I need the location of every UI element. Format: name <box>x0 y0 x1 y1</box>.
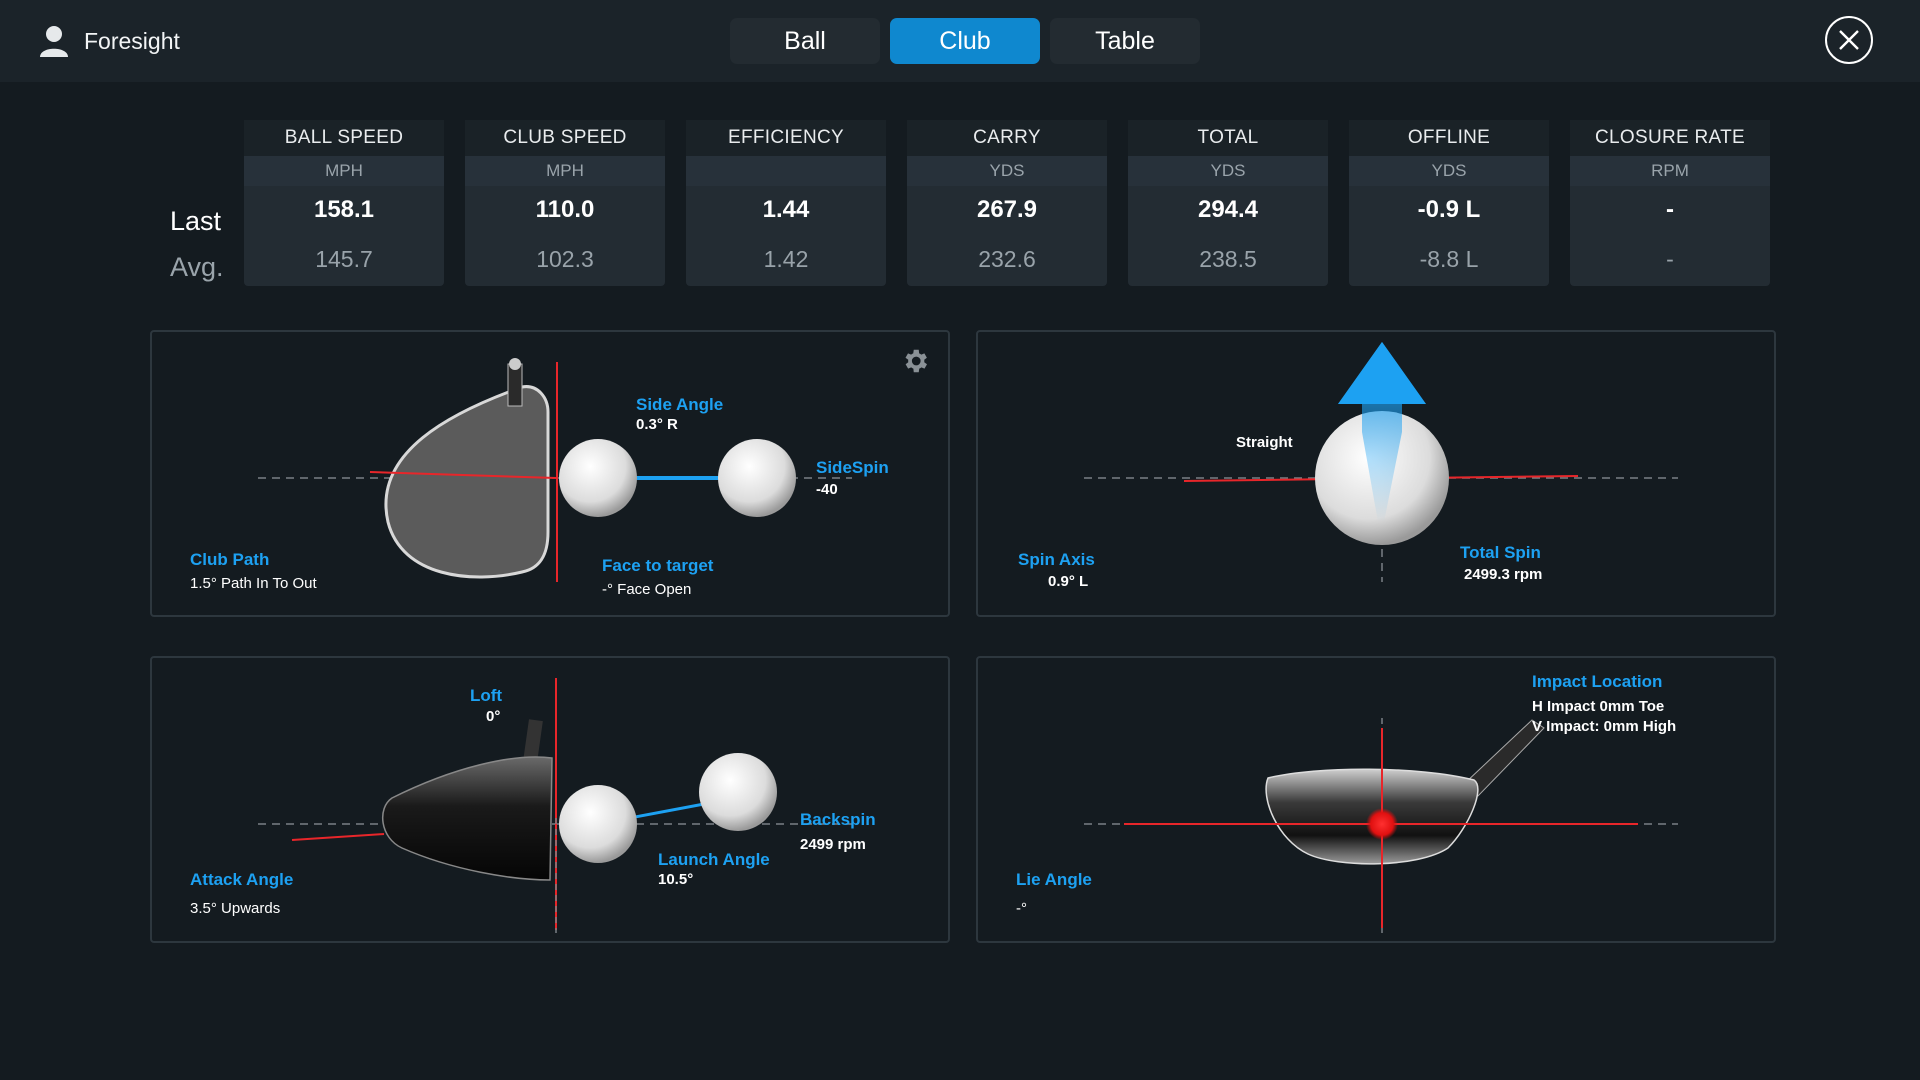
launch-angle-value: 10.5° <box>658 871 694 888</box>
stat-efficiency: EFFICIENCY 1.44 1.42 <box>686 120 886 286</box>
row-label-avg: Avg. <box>170 252 224 282</box>
face-to-target-label: Face to target <box>602 556 714 575</box>
golf-ball <box>699 753 777 831</box>
stat-values: 158.1 145.7 <box>244 186 444 286</box>
user-profile[interactable]: Foresight <box>38 24 180 58</box>
stat-avg-value: 238.5 <box>1199 246 1257 272</box>
top-down-diagram <box>258 358 852 582</box>
club-hosel <box>507 363 523 407</box>
spin-axis-value: 0.9° L <box>1048 573 1089 590</box>
stat-last-value: 294.4 <box>1197 196 1259 223</box>
sidespin-label: SideSpin <box>816 458 889 477</box>
stat-last-value: -0.9 L <box>1417 196 1481 223</box>
stat-last-value: - <box>1666 196 1674 223</box>
club-head-side <box>382 756 553 881</box>
golf-ball <box>559 439 637 517</box>
impact-diagram <box>1084 718 1678 933</box>
attack-angle-value: 3.5° Upwards <box>190 900 281 917</box>
golf-ball <box>718 439 796 517</box>
total-spin-label: Total Spin <box>1460 543 1541 562</box>
stat-last-value: 110.0 <box>535 196 595 223</box>
stat-unit: YDS <box>1349 156 1549 186</box>
attack-angle-label: Attack Angle <box>190 870 294 889</box>
row-label-last: Last <box>170 206 222 236</box>
stat-avg-value: 232.6 <box>978 246 1036 272</box>
impact-location-label: Impact Location <box>1532 672 1663 691</box>
stat-values: 1.44 1.42 <box>686 186 886 286</box>
club-path-label: Club Path <box>190 550 270 569</box>
user-name: Foresight <box>84 27 180 54</box>
total-spin-value: 2499.3 rpm <box>1464 566 1543 583</box>
launch-angle-label: Launch Angle <box>658 850 770 869</box>
golf-ball <box>559 785 637 863</box>
close-button[interactable] <box>1825 16 1873 64</box>
panel-spin-axis: Straight Spin Axis 0.9° L Total Spin 249… <box>976 330 1776 617</box>
stat-last-value: 1.44 <box>762 196 810 223</box>
stat-values: -0.9 L -8.8 L <box>1349 186 1549 286</box>
stat-header: TOTAL <box>1128 120 1328 156</box>
v-impact-value: V Impact: 0mm High <box>1532 718 1677 735</box>
stat-header: CLOSURE RATE <box>1570 120 1770 156</box>
stat-avg-value: -8.8 L <box>1419 246 1479 272</box>
spin-axis-label: Spin Axis <box>1018 550 1095 569</box>
stat-closure-rate: CLOSURE RATE RPM - - <box>1570 120 1770 286</box>
stat-header: BALL SPEED <box>244 120 444 156</box>
side-angle-label: Side Angle <box>636 395 724 414</box>
stat-header: CARRY <box>907 120 1107 156</box>
top-bar: Foresight Ball Club Table <box>0 0 1920 82</box>
h-impact-value: H Impact 0mm Toe <box>1532 698 1665 715</box>
stat-avg-value: 145.7 <box>315 246 373 272</box>
impact-dot <box>1366 808 1398 840</box>
lie-angle-value: -° <box>1016 900 1027 917</box>
stat-avg-value: 1.42 <box>763 246 809 272</box>
stat-unit <box>686 156 886 186</box>
stat-unit: MPH <box>244 156 444 186</box>
stat-last-value: 267.9 <box>976 196 1038 223</box>
stat-ball-speed: BALL SPEED MPH 158.1 145.7 <box>244 120 444 286</box>
club-path-value: 1.5° Path In To Out <box>190 575 317 592</box>
backspin-value: 2499 rpm <box>800 836 866 853</box>
stat-carry: CARRY YDS 267.9 232.6 <box>907 120 1107 286</box>
stat-club-speed: CLUB SPEED MPH 110.0 102.3 <box>465 120 665 286</box>
loft-value: 0° <box>486 708 501 725</box>
club-head-top <box>384 385 550 579</box>
stat-unit: YDS <box>1128 156 1328 186</box>
stat-avg-value: 102.3 <box>536 246 594 272</box>
stats-table: BALL SPEED MPH 158.1 145.7 CLUB SPEED MP… <box>244 120 1770 286</box>
stat-values: - - <box>1570 186 1770 286</box>
lie-angle-label: Lie Angle <box>1016 870 1092 889</box>
stat-header: OFFLINE <box>1349 120 1549 156</box>
stat-total: TOTAL YDS 294.4 238.5 <box>1128 120 1328 286</box>
panel-impact-location: Impact Location H Impact 0mm Toe V Impac… <box>976 656 1776 943</box>
stat-values: 294.4 238.5 <box>1128 186 1328 286</box>
loft-label: Loft <box>470 686 503 705</box>
close-icon <box>1839 30 1859 50</box>
stat-last-value: 158.1 <box>313 196 375 223</box>
panel-club-side-view: Loft 0° Backspin 2499 rpm Launch Angle 1… <box>150 656 950 943</box>
side-view-diagram <box>258 678 852 933</box>
face-to-target-value: -° Face Open <box>602 581 692 598</box>
user-icon <box>40 26 68 57</box>
tab-ball[interactable]: Ball <box>730 18 880 64</box>
spin-axis-diagram <box>1084 342 1678 582</box>
backspin-label: Backspin <box>800 810 876 829</box>
stat-avg-value: - <box>1666 246 1674 272</box>
shot-shape-label: Straight <box>1236 434 1293 451</box>
stat-unit: MPH <box>465 156 665 186</box>
stat-header: EFFICIENCY <box>686 120 886 156</box>
tab-club[interactable]: Club <box>890 18 1040 64</box>
stat-unit: YDS <box>907 156 1107 186</box>
stat-offline: OFFLINE YDS -0.9 L -8.8 L <box>1349 120 1549 286</box>
side-angle-value: 0.3° R <box>636 416 678 433</box>
stat-values: 110.0 102.3 <box>465 186 665 286</box>
stat-unit: RPM <box>1570 156 1770 186</box>
stat-header: CLUB SPEED <box>465 120 665 156</box>
gear-icon[interactable] <box>900 346 930 376</box>
stat-values: 267.9 232.6 <box>907 186 1107 286</box>
panel-club-top-down: Side Angle 0.3° R SideSpin -40 Club Path… <box>150 330 950 617</box>
tab-table[interactable]: Table <box>1050 18 1200 64</box>
view-tabs: Ball Club Table <box>730 18 1200 64</box>
club-hosel <box>523 719 543 763</box>
sidespin-value: -40 <box>816 481 838 498</box>
